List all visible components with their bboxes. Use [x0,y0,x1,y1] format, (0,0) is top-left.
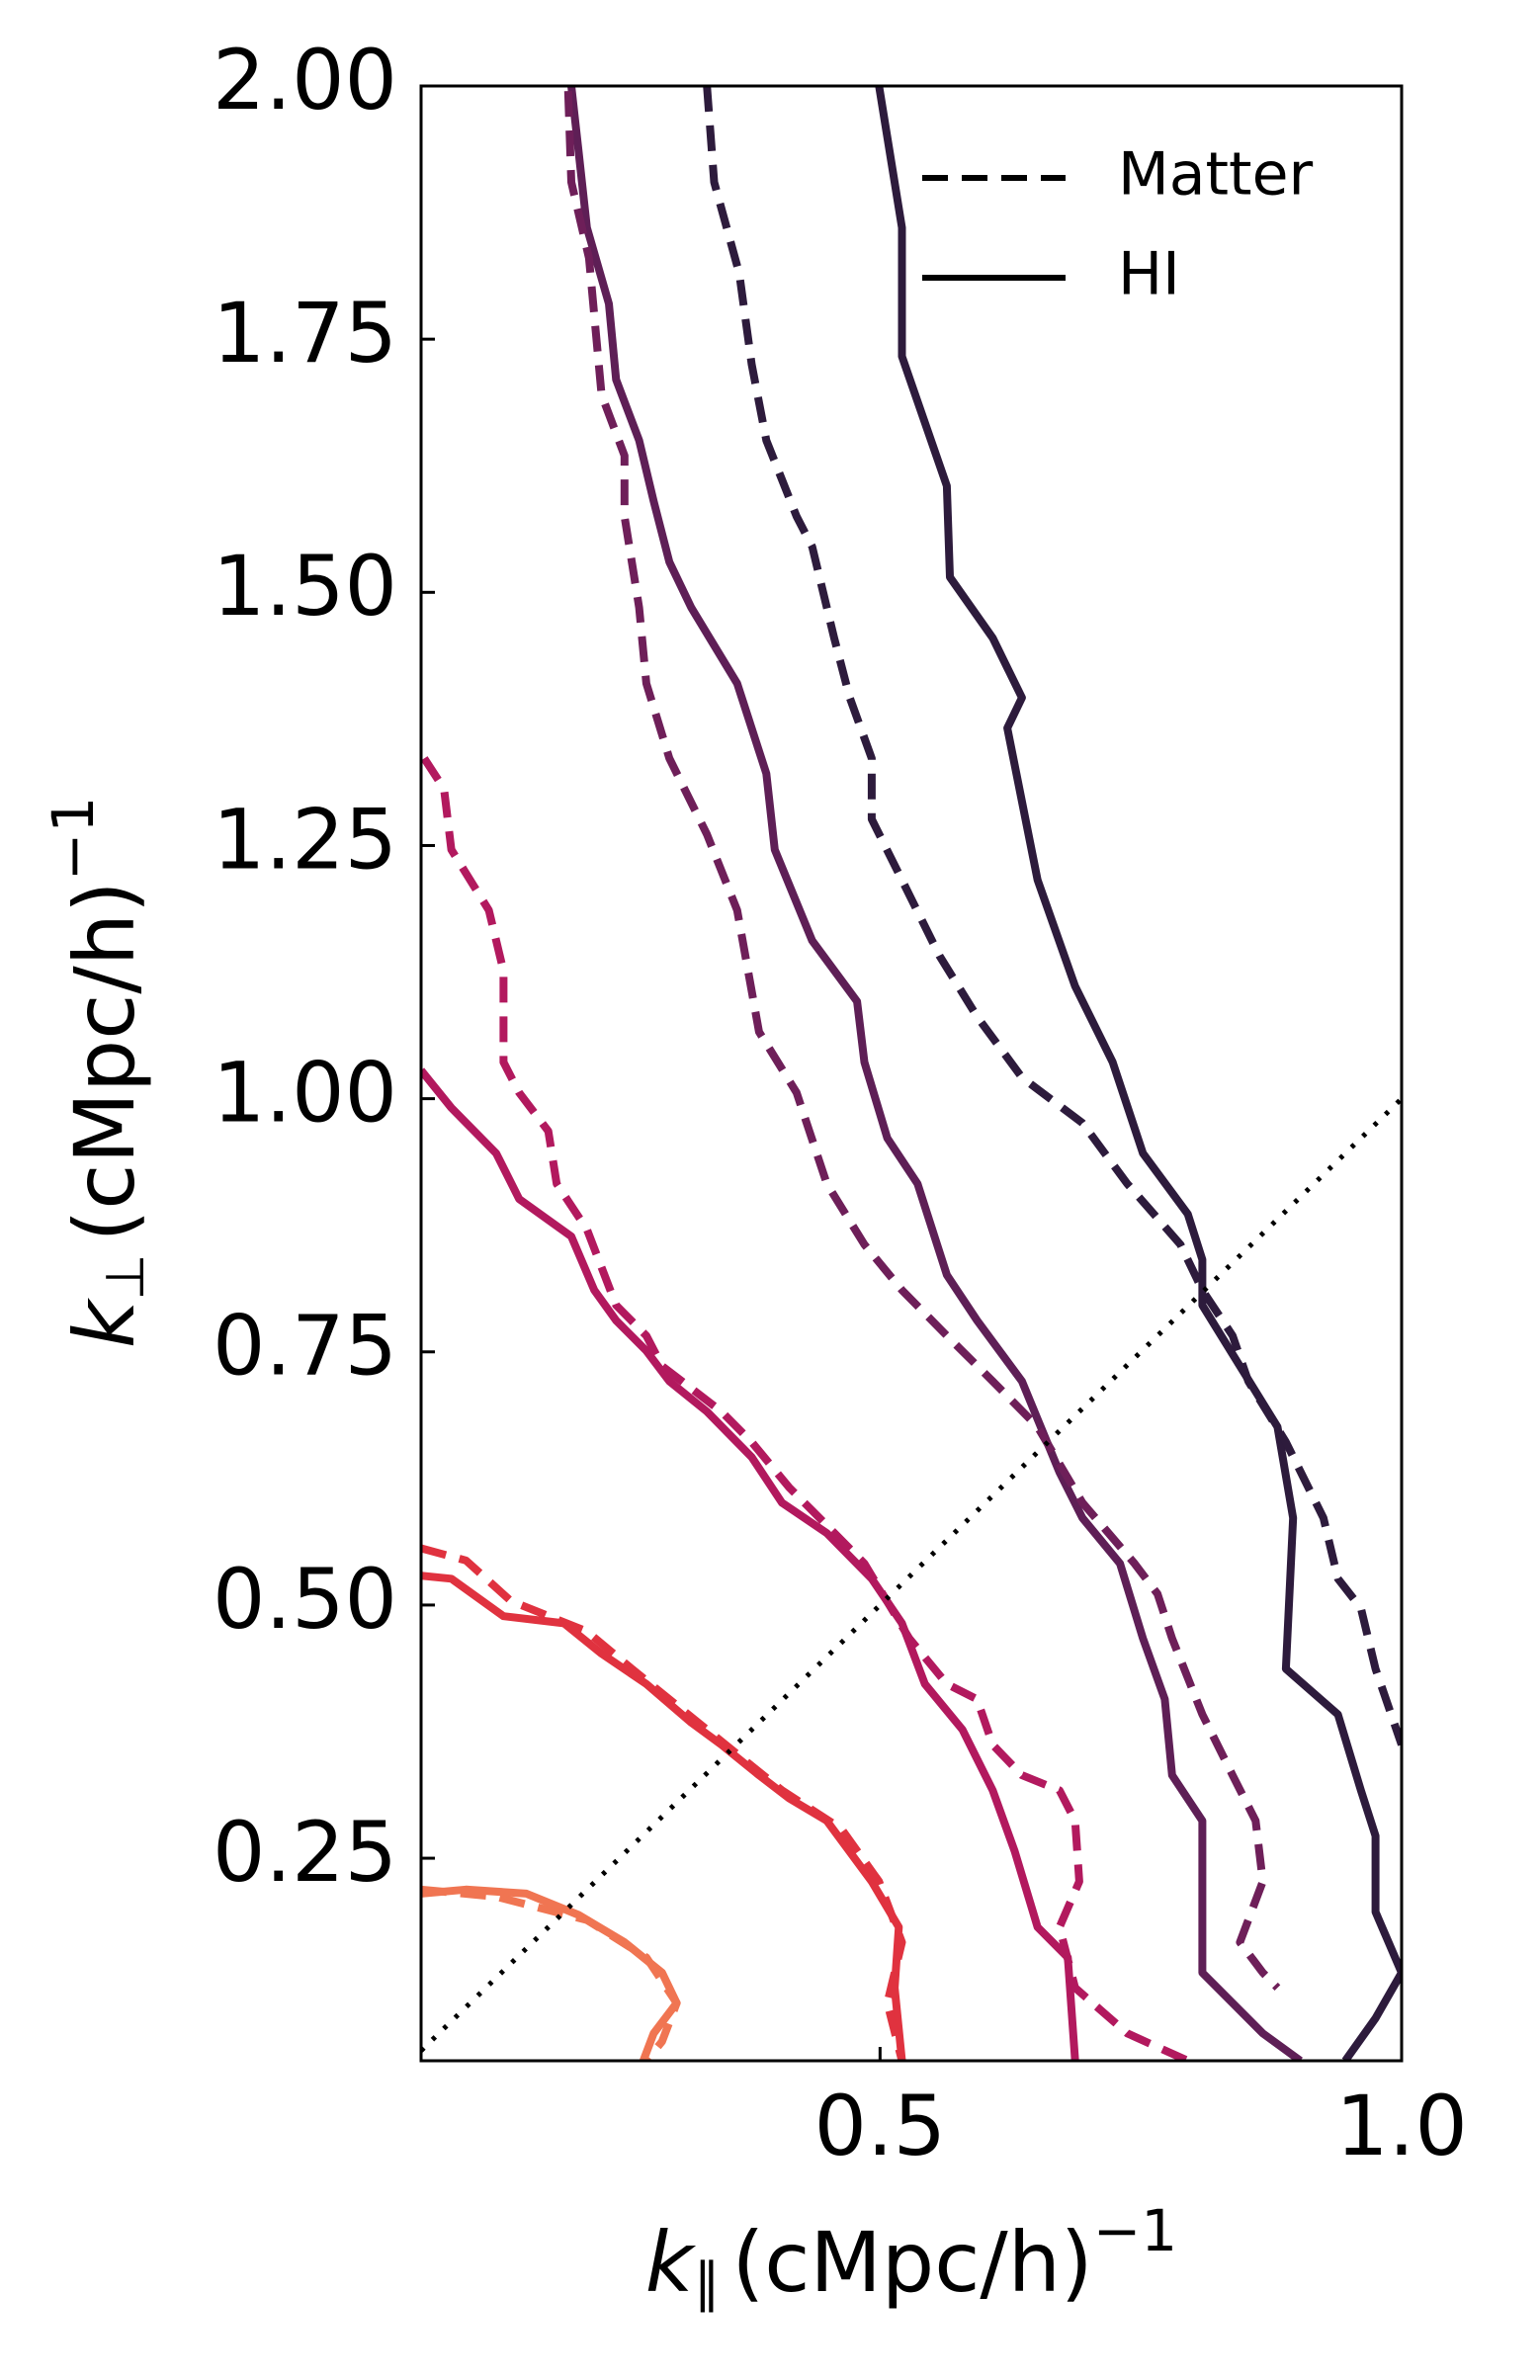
x-tick-label: 0.5 [814,2078,947,2174]
contour-line [421,1544,906,2061]
y-tick-label: 1.75 [213,285,397,382]
y-tick-label: 0.25 [213,1804,397,1901]
y-tick-label: 1.50 [213,538,397,635]
x-label-subscript: ∥ [693,2252,720,2314]
y-label-symbol: k [56,1297,153,1348]
y-axis-label: k⊥ (cMpc/h)−1 [40,797,156,1348]
x-axis-label: k∥ (cMpc/h)−1 [645,2197,1177,2314]
y-tick-label: 1.00 [213,1045,397,1142]
y-label-unit: (cMpc/h) [56,881,153,1241]
y-tick-label: 0.75 [213,1298,397,1395]
legend-label: Matter [1118,140,1314,210]
legend-label: HI [1118,240,1180,309]
contour-line [567,86,1303,2061]
contour-line [421,1067,1079,2061]
contour-line [421,1885,681,2061]
contour-line [421,756,1190,2061]
x-label-exponent: −1 [1093,2197,1178,2264]
reference-line [421,1096,1402,2053]
plot-area [421,86,1402,2061]
y-label-exponent: −1 [40,797,107,882]
y-tick-label: 0.50 [213,1551,397,1648]
x-label-symbol: k [645,2214,697,2311]
y-tick-label: 1.25 [213,791,397,888]
contour-line [875,86,1402,2061]
y-label-subscript: ⊥ [94,1254,156,1301]
contour-line [563,90,1281,1991]
x-tick-label: 1.0 [1335,2078,1468,2174]
axes-frame [419,84,1404,2063]
contour-line [421,1885,681,2061]
x-label-unit: (cMpc/h) [731,2214,1092,2311]
y-tick-label: 2.00 [213,32,397,128]
